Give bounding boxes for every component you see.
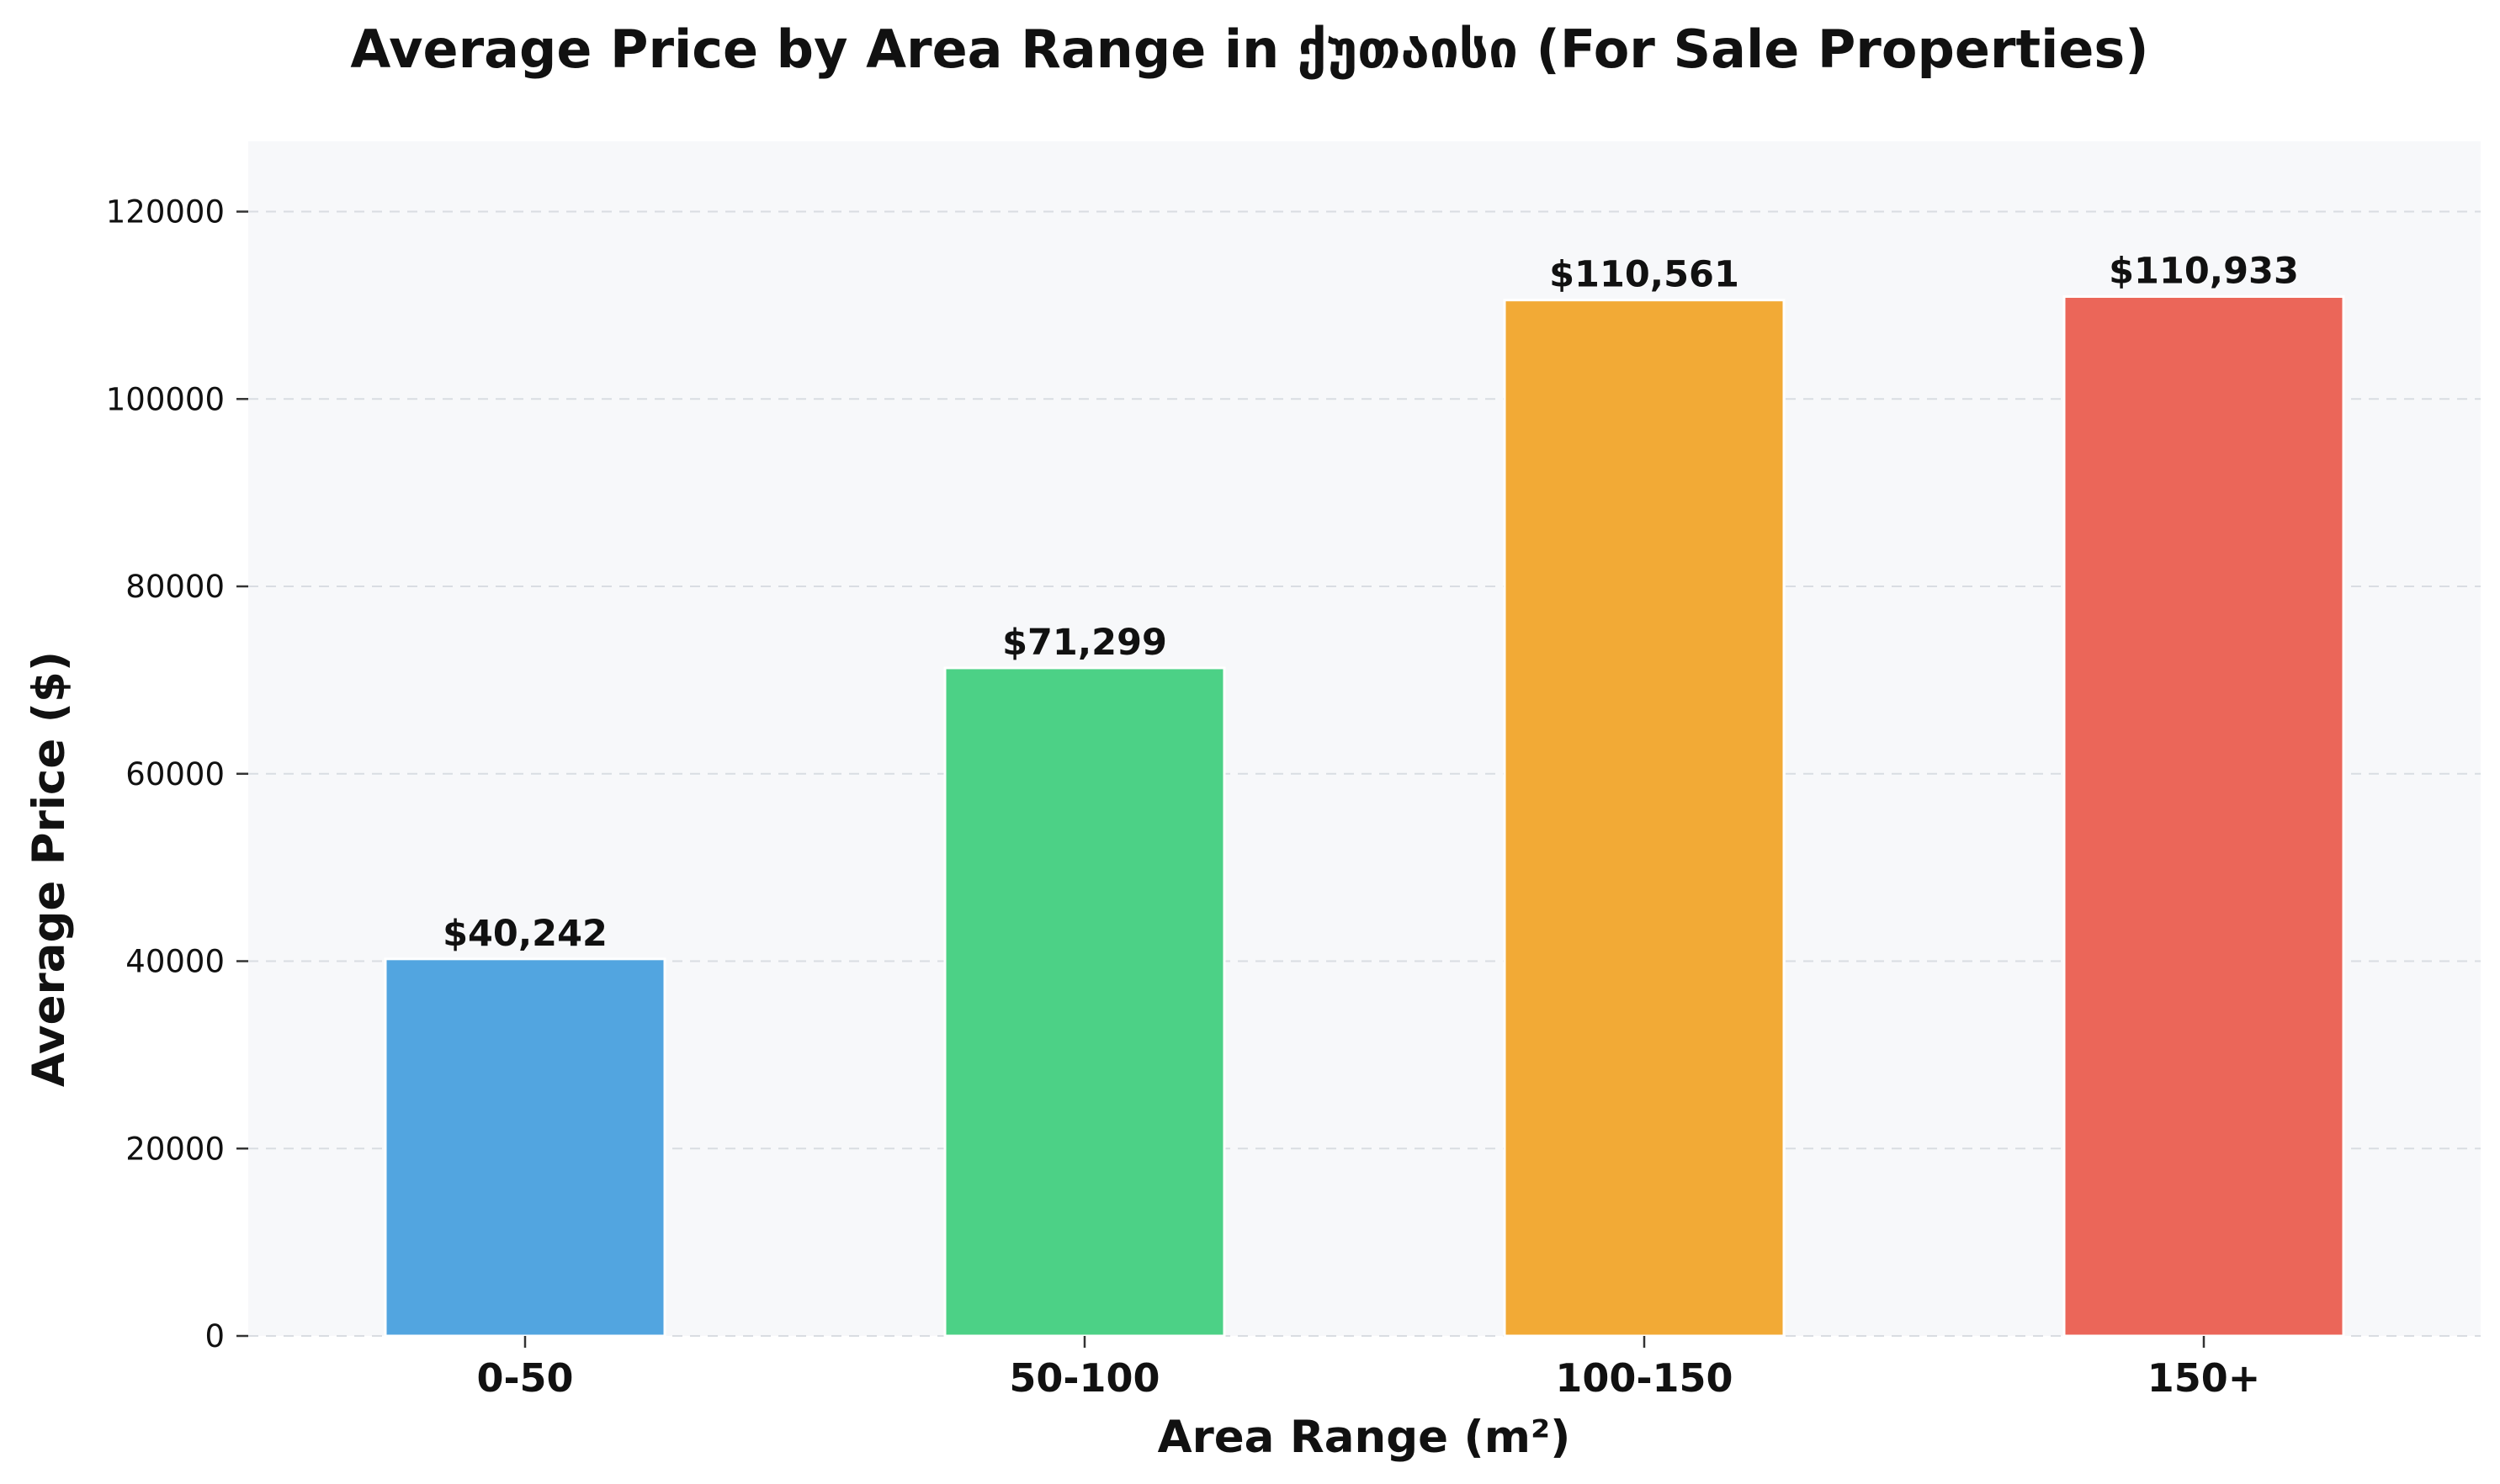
data-label: $110,933 [2109,251,2299,293]
data-label: $40,242 [443,913,608,955]
y-tick-label: 40000 [125,944,225,980]
y-tick-label: 0 [204,1318,225,1354]
x-axis-ticks: 0-50 50-100 100-150 150+ [476,1336,2260,1401]
y-axis-label: Average Price ($) [24,651,75,1087]
y-tick-label: 20000 [125,1131,225,1167]
y-tick-label: 120000 [106,194,225,231]
x-tick-label: 0-50 [476,1355,573,1401]
data-labels: $40,242 $71,299 $110,561 $110,933 [443,251,2299,955]
bar-150+ [2062,295,2345,1338]
bar-100-150 [1503,299,1786,1338]
x-axis-label: Area Range (m²) [1158,1412,1571,1463]
data-label: $110,561 [1549,254,1739,296]
y-axis-ticks: 0 20000 40000 60000 80000 100000 120000 [106,194,248,1354]
data-label: $71,299 [1002,622,1167,664]
y-tick-label: 60000 [125,756,225,792]
bar-0-50 [384,957,666,1338]
x-tick-label: 150+ [2147,1355,2261,1401]
chart-title: Average Price by Area Range in ქუთაისი (… [350,19,2148,80]
x-tick-label: 50-100 [1009,1355,1160,1401]
bar-50-100 [943,666,1226,1338]
y-tick-label: 100000 [106,381,225,417]
x-tick-label: 100-150 [1555,1355,1733,1401]
y-tick-label: 80000 [125,569,225,605]
